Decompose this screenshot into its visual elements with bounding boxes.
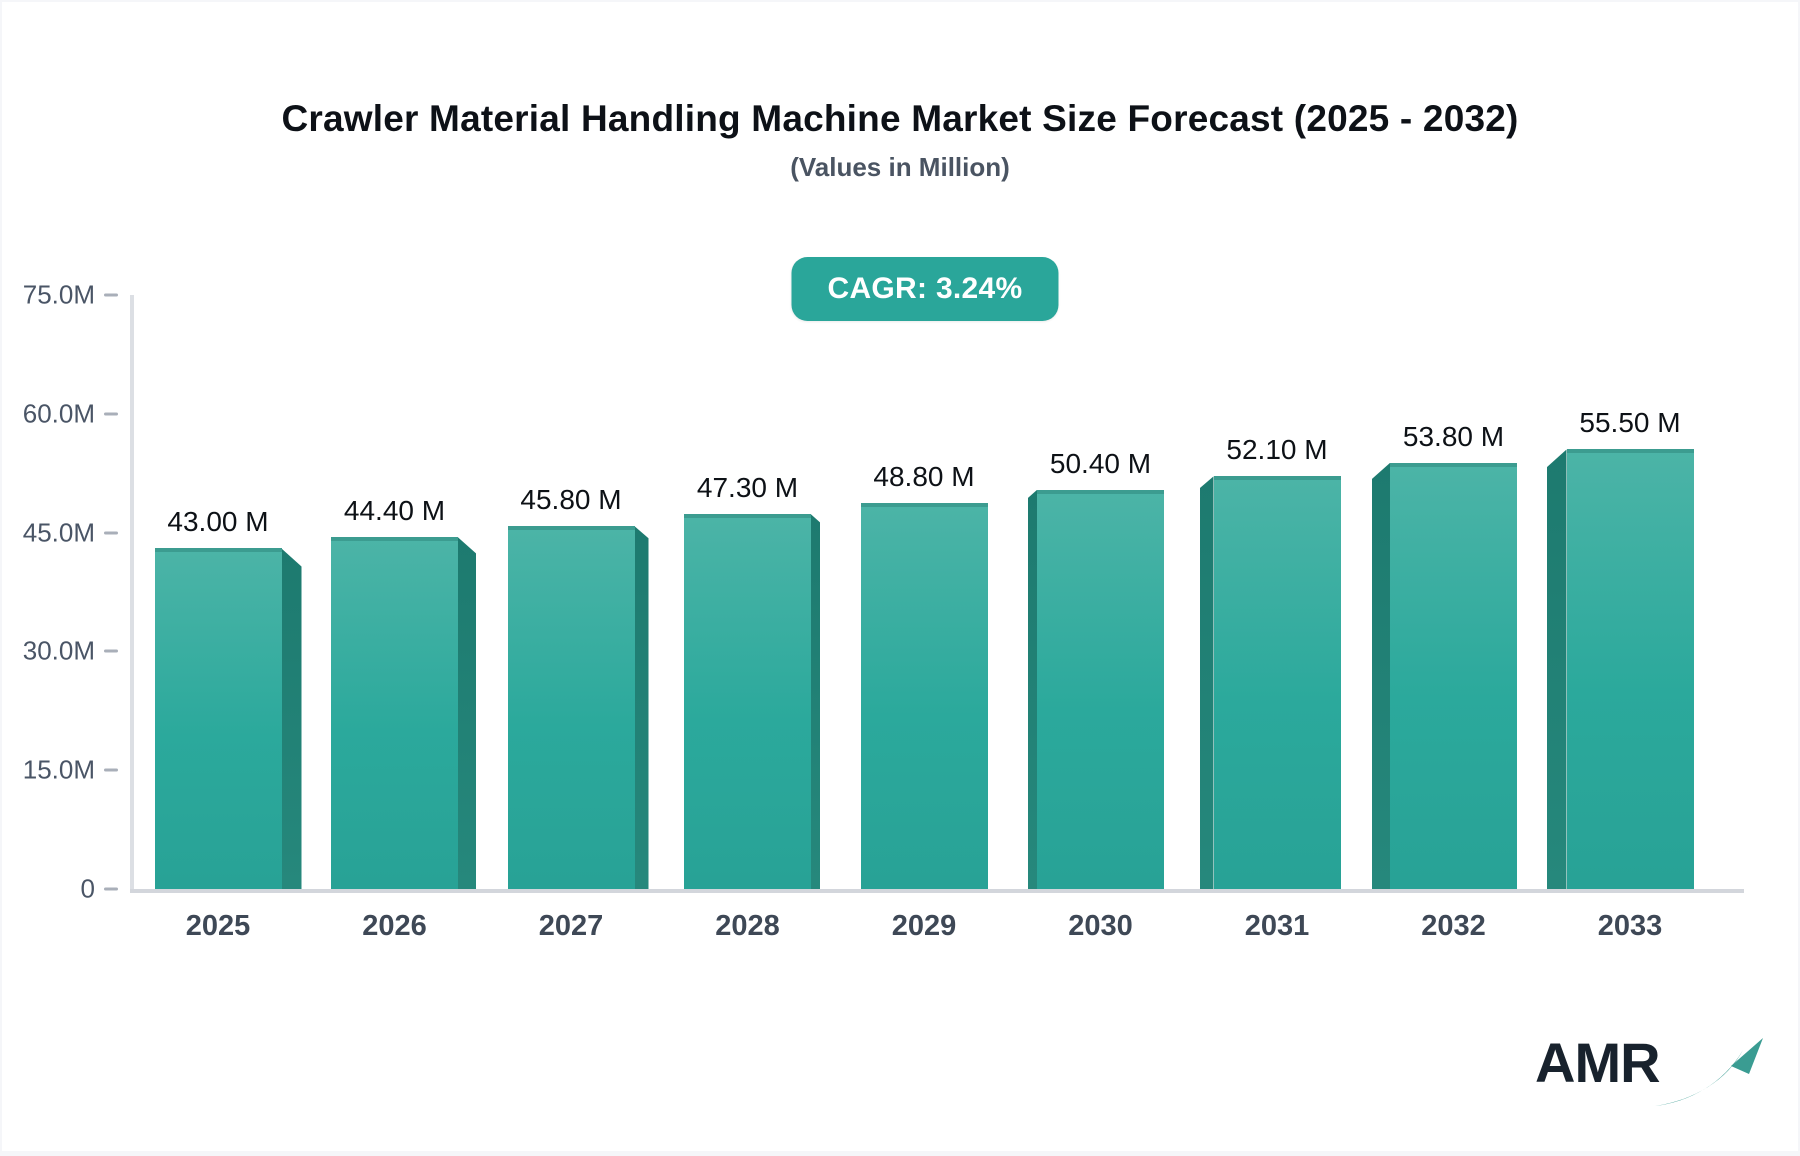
y-axis-line	[130, 295, 134, 891]
bar-side-face	[281, 548, 302, 889]
bar-top-edge	[154, 548, 282, 553]
bar-top-edge	[860, 502, 988, 507]
amr-logo: AMR	[1535, 1030, 1763, 1120]
cagr-badge-label: CAGR: 3.24%	[827, 272, 1023, 305]
y-tick-mark	[104, 887, 118, 891]
bar-side-face	[634, 526, 649, 889]
y-tick-mark	[104, 412, 118, 416]
y-tick-label: 15.0M	[22, 754, 95, 785]
bar-value-label: 48.80 M	[873, 460, 975, 492]
bar-side-face	[458, 537, 476, 889]
bar-value-label: 44.40 M	[343, 495, 446, 527]
bar-side-face	[1199, 476, 1214, 889]
bar-side-face	[1372, 462, 1390, 889]
x-tick-label: 2028	[715, 910, 780, 942]
bar-top-edge	[684, 514, 811, 519]
bar	[1390, 462, 1517, 889]
x-tick-label: 2033	[1597, 910, 1663, 942]
x-tick-label: 2031	[1244, 910, 1310, 942]
y-tick-mark	[104, 768, 118, 772]
bar	[154, 548, 282, 889]
y-tick-mark	[104, 531, 118, 535]
bar	[507, 526, 635, 889]
growth-arrow-icon	[1655, 1038, 1763, 1106]
bar	[1213, 476, 1341, 889]
bar-side-face	[811, 514, 820, 889]
x-tick-label: 2026	[362, 910, 427, 942]
bar-value-label: 53.80 M	[1402, 420, 1505, 452]
y-tick-mark	[104, 649, 118, 653]
bar	[1037, 489, 1164, 889]
x-tick-label: 2029	[891, 910, 957, 942]
bar-top-edge	[331, 537, 458, 542]
bar-side-face	[1546, 449, 1567, 889]
bar-top-edge	[1037, 489, 1164, 494]
amr-logo-text: AMR	[1535, 1031, 1661, 1094]
x-tick-label: 2025	[185, 910, 251, 942]
bar-value-label: 47.30 M	[696, 472, 799, 504]
y-tick-label: 45.0M	[22, 517, 95, 548]
bar	[1566, 449, 1694, 889]
bar-top-edge	[1390, 462, 1517, 467]
chart-subtitle: (Values in Million)	[790, 152, 1010, 182]
x-tick-label: 2030	[1068, 910, 1133, 942]
y-tick-mark	[104, 293, 118, 297]
bar-value-label: 43.00 M	[167, 506, 269, 538]
y-tick-label: 30.0M	[22, 635, 95, 666]
y-tick-label: 75.0M	[22, 279, 95, 310]
bar	[331, 537, 458, 889]
bar-top-edge	[1213, 476, 1341, 481]
x-tick-label: 2027	[538, 910, 604, 942]
bar-value-label: 55.50 M	[1579, 407, 1681, 439]
bar-value-label: 45.80 M	[520, 484, 622, 516]
bar	[860, 502, 988, 889]
bar-value-label: 50.40 M	[1049, 447, 1152, 479]
x-tick-label: 2032	[1421, 910, 1486, 942]
y-tick-label: 60.0M	[22, 398, 95, 429]
cagr-badge: CAGR: 3.24%	[791, 257, 1059, 321]
x-axis-baseline	[130, 889, 1744, 893]
bar-side-face	[1028, 489, 1037, 889]
bar	[684, 514, 811, 889]
chart-title: Crawler Material Handling Machine Market…	[281, 98, 1519, 139]
bar-top-edge	[507, 526, 635, 531]
bar-value-label: 52.10 M	[1226, 434, 1328, 466]
bar-top-edge	[1566, 449, 1694, 454]
y-tick-label: 0	[80, 873, 95, 904]
